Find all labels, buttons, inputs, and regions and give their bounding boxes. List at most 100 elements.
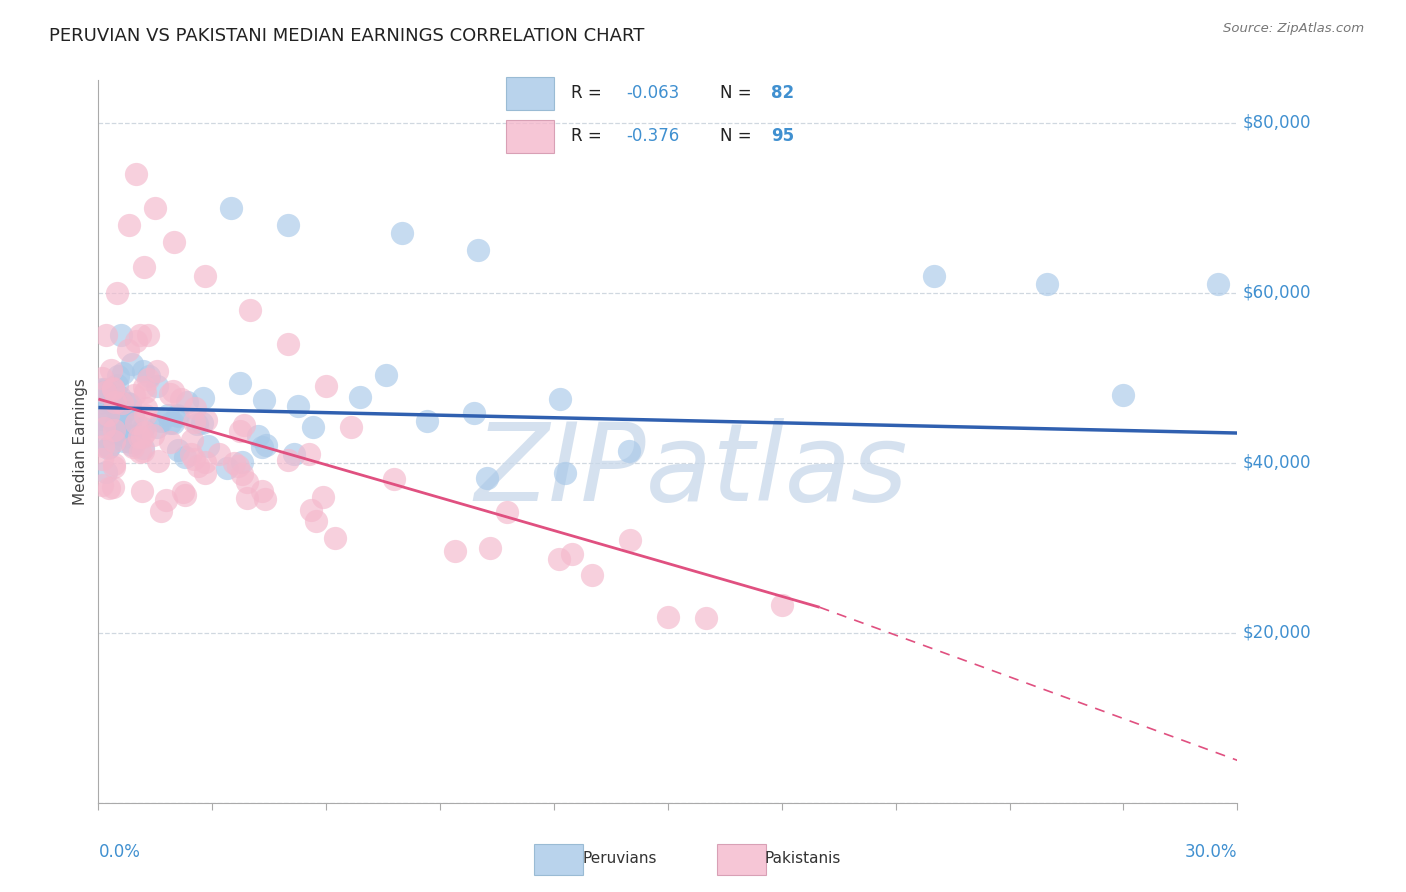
Point [236, 491, 259, 505]
Point [97, 441, 120, 455]
Point [122, 440, 145, 454]
Point [111, 396, 134, 410]
Point [134, 425, 156, 439]
Point [695, 611, 717, 625]
Point [128, 430, 150, 444]
Point [233, 417, 256, 432]
Point [91, 417, 114, 432]
Point [131, 429, 153, 443]
Point [91, 382, 114, 396]
FancyBboxPatch shape [506, 77, 554, 110]
Point [619, 533, 641, 548]
Point [122, 388, 145, 402]
Point [103, 423, 125, 437]
Point [136, 372, 159, 386]
Point [112, 434, 135, 448]
Point [277, 218, 299, 232]
Point [236, 475, 259, 490]
Point [467, 244, 489, 258]
Point [132, 444, 155, 458]
Point [253, 491, 276, 506]
Point [96, 465, 118, 479]
Point [228, 458, 250, 473]
Point [183, 452, 205, 467]
Point [299, 503, 322, 517]
Point [180, 447, 202, 461]
Point [222, 456, 245, 470]
Point [416, 414, 439, 428]
Point [132, 364, 155, 378]
Point [191, 391, 214, 405]
Point [103, 381, 125, 395]
Point [298, 447, 321, 461]
Point [384, 472, 406, 486]
Text: $80,000: $80,000 [1243, 114, 1312, 132]
Y-axis label: Median Earnings: Median Earnings [73, 378, 89, 505]
Point [166, 409, 188, 423]
Point [118, 218, 141, 232]
Point [104, 417, 127, 432]
Point [121, 409, 143, 423]
Text: $40,000: $40,000 [1243, 454, 1312, 472]
Point [138, 328, 160, 343]
Point [107, 424, 129, 438]
Point [181, 433, 204, 447]
Point [94, 382, 117, 396]
Point [103, 434, 125, 449]
Point [93, 421, 115, 435]
Point [115, 429, 138, 443]
Text: 0.0%: 0.0% [98, 843, 141, 861]
FancyBboxPatch shape [506, 120, 554, 153]
Point [323, 531, 346, 545]
Point [163, 235, 186, 249]
Point [475, 471, 498, 485]
Point [312, 490, 335, 504]
Point [131, 484, 153, 499]
Text: 82: 82 [772, 84, 794, 103]
Point [118, 416, 141, 430]
Point [167, 442, 190, 457]
Point [302, 419, 325, 434]
Point [125, 416, 148, 430]
Point [120, 429, 142, 443]
Point [91, 412, 114, 426]
Point [176, 395, 198, 409]
Point [287, 399, 309, 413]
Point [170, 392, 193, 406]
Point [229, 376, 252, 390]
Text: Source: ZipAtlas.com: Source: ZipAtlas.com [1223, 22, 1364, 36]
Point [132, 380, 155, 394]
Point [194, 455, 217, 469]
Point [125, 167, 148, 181]
Point [91, 384, 114, 399]
Point [183, 415, 205, 429]
Point [108, 416, 131, 430]
Text: ZIPatlas: ZIPatlas [474, 418, 907, 523]
Point [100, 363, 122, 377]
Point [121, 357, 143, 371]
Point [247, 429, 270, 443]
Point [159, 386, 181, 401]
Text: Pakistanis: Pakistanis [765, 851, 841, 865]
Text: 95: 95 [772, 127, 794, 145]
Point [97, 408, 120, 422]
Point [121, 438, 143, 452]
Point [208, 447, 231, 461]
Point [1112, 388, 1135, 402]
Point [162, 384, 184, 398]
Point [554, 467, 576, 481]
Point [91, 452, 114, 467]
Point [1036, 277, 1059, 292]
Point [98, 481, 121, 495]
Point [134, 401, 156, 416]
Point [186, 417, 208, 432]
Point [239, 302, 262, 317]
Point [96, 410, 118, 425]
Point [103, 457, 125, 471]
Point [254, 438, 277, 452]
Text: R =: R = [571, 84, 607, 103]
Point [391, 227, 413, 241]
Point [619, 444, 641, 458]
Text: PERUVIAN VS PAKISTANI MEDIAN EARNINGS CORRELATION CHART: PERUVIAN VS PAKISTANI MEDIAN EARNINGS CO… [49, 27, 644, 45]
Point [195, 412, 218, 426]
